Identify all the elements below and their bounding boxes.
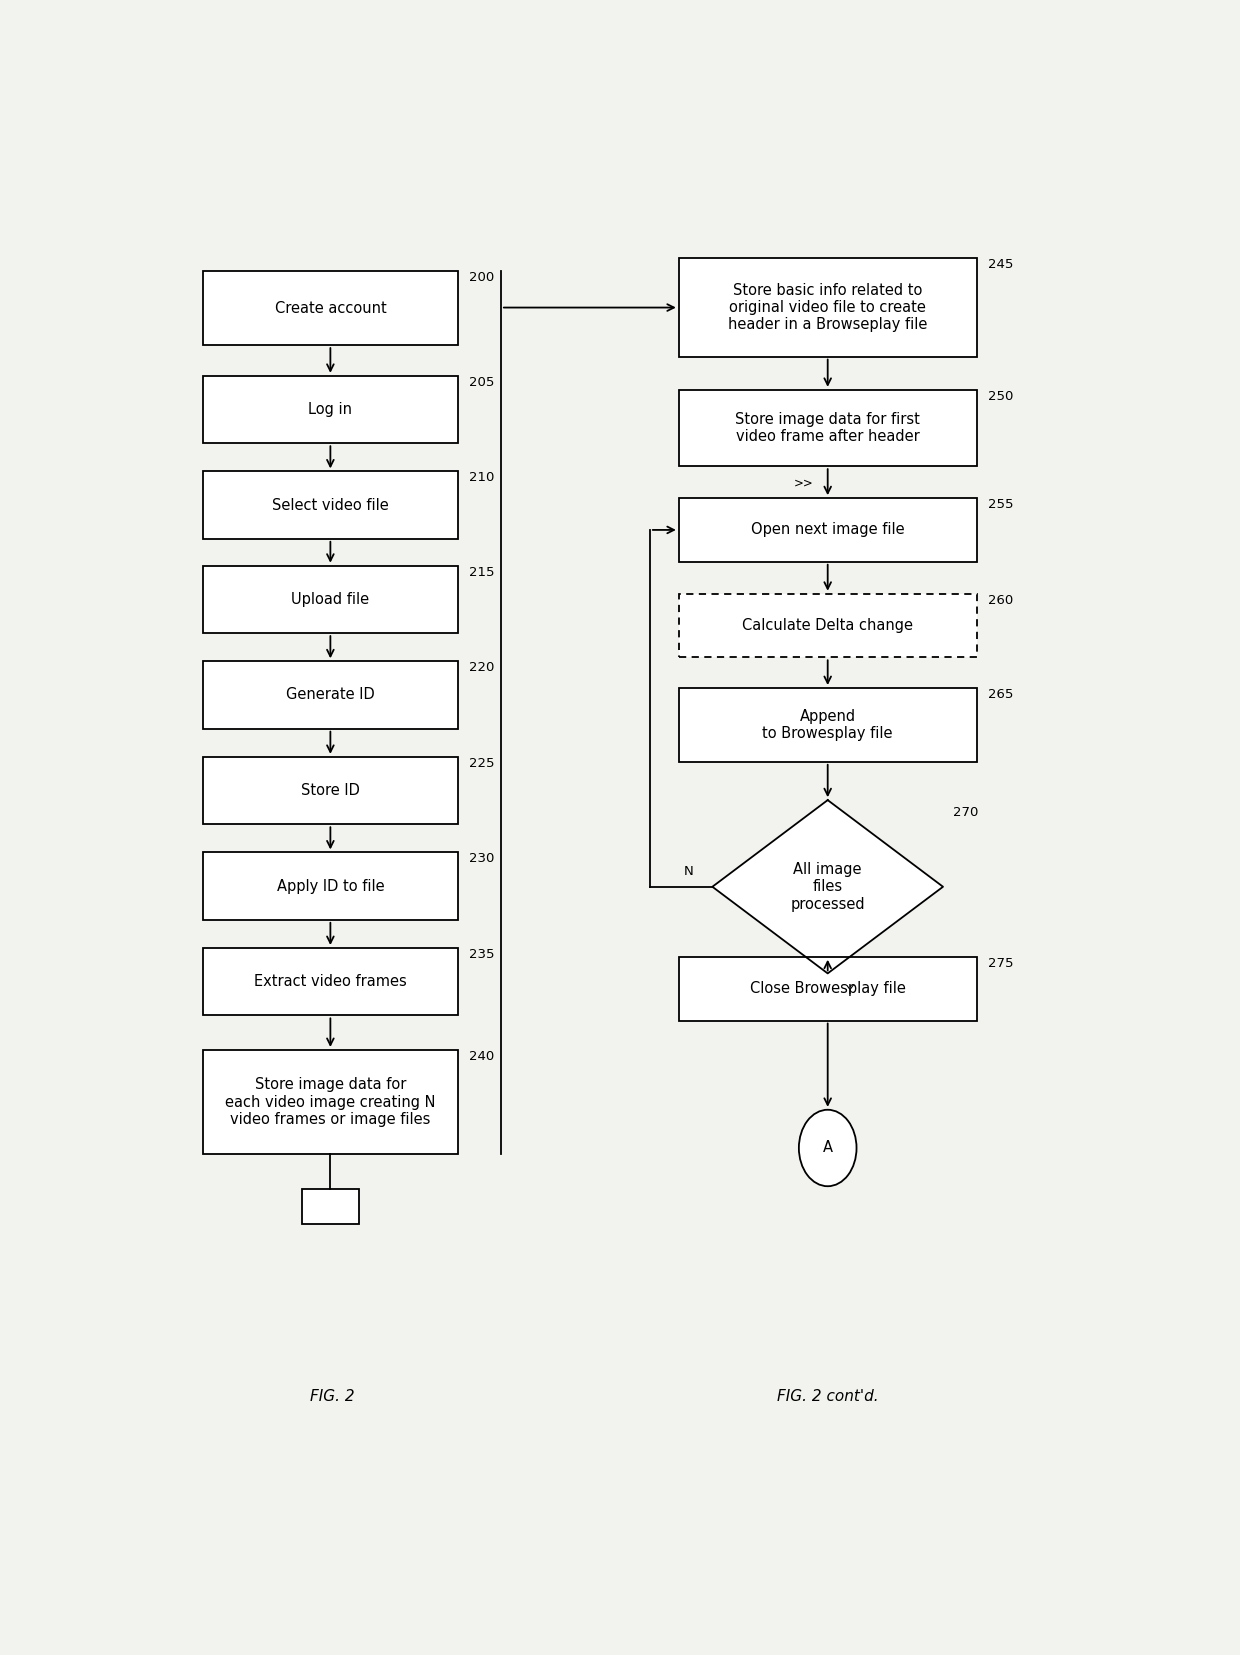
Text: Select video file: Select video file — [272, 498, 389, 513]
Text: N: N — [683, 866, 693, 877]
Text: FIG. 2: FIG. 2 — [310, 1389, 355, 1403]
Text: Open next image file: Open next image file — [751, 523, 904, 538]
Text: 225: 225 — [469, 756, 495, 770]
Bar — [203, 948, 458, 1016]
Text: 220: 220 — [469, 662, 495, 674]
Text: 200: 200 — [469, 271, 495, 285]
Text: 245: 245 — [988, 258, 1013, 271]
Bar — [203, 662, 458, 728]
Text: 260: 260 — [988, 594, 1013, 607]
Text: FIG. 2 cont'd.: FIG. 2 cont'd. — [777, 1389, 878, 1403]
Text: A: A — [822, 1140, 833, 1155]
Text: Append
to Browesplay file: Append to Browesplay file — [763, 708, 893, 741]
Text: Log in: Log in — [309, 402, 352, 417]
Text: Close Browesplay file: Close Browesplay file — [750, 981, 905, 996]
Bar — [678, 389, 977, 467]
Text: 255: 255 — [988, 498, 1013, 511]
Text: Generate ID: Generate ID — [286, 687, 374, 702]
Text: 270: 270 — [952, 806, 978, 819]
Text: 275: 275 — [988, 957, 1013, 970]
Bar — [678, 957, 977, 1021]
Text: 240: 240 — [469, 1049, 495, 1063]
Text: 215: 215 — [469, 566, 495, 579]
Text: Store image data for
each video image creating N
video frames or image files: Store image data for each video image cr… — [226, 1077, 435, 1127]
Bar — [678, 498, 977, 561]
Polygon shape — [712, 799, 942, 973]
Bar — [678, 594, 977, 657]
Text: Store basic info related to
original video file to create
header in a Browseplay: Store basic info related to original vid… — [728, 283, 928, 333]
Text: 205: 205 — [469, 376, 495, 389]
Text: Extract video frames: Extract video frames — [254, 975, 407, 990]
Text: 250: 250 — [988, 389, 1013, 402]
Text: 230: 230 — [469, 852, 495, 866]
Bar — [203, 376, 458, 444]
Bar — [678, 258, 977, 356]
Bar — [203, 1049, 458, 1155]
Text: Create account: Create account — [274, 301, 386, 316]
Text: All image
files
processed: All image files processed — [790, 862, 866, 912]
Text: Apply ID to file: Apply ID to file — [277, 879, 384, 894]
Bar — [203, 566, 458, 634]
Text: 235: 235 — [469, 948, 495, 962]
Bar — [301, 1188, 360, 1225]
Text: Y: Y — [844, 983, 853, 996]
Circle shape — [799, 1111, 857, 1187]
Text: Upload file: Upload file — [291, 592, 370, 607]
Bar — [203, 756, 458, 824]
Bar — [203, 472, 458, 540]
Text: 265: 265 — [988, 688, 1013, 702]
Text: Store image data for first
video frame after header: Store image data for first video frame a… — [735, 412, 920, 444]
Text: Store ID: Store ID — [301, 783, 360, 798]
Bar — [203, 271, 458, 346]
Bar — [678, 688, 977, 761]
Text: >>: >> — [794, 477, 813, 490]
Text: 210: 210 — [469, 472, 495, 485]
Bar — [203, 852, 458, 920]
Text: Calculate Delta change: Calculate Delta change — [743, 617, 913, 632]
